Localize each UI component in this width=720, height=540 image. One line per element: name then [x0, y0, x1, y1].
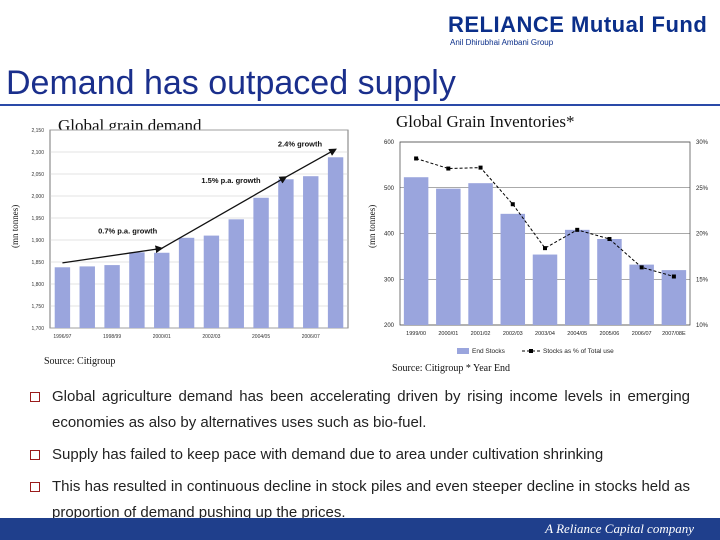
reliance-logo: RELIANCE Mutual Fund Anil Dhirubhai Amba…	[448, 12, 713, 52]
stock-percent-point	[478, 165, 483, 170]
stock-percent-point	[510, 202, 515, 207]
demand-y-tick-label: 1,950	[31, 216, 44, 222]
bullet-item: This has resulted in continuous decline …	[30, 474, 690, 526]
bullet-text: Supply has failed to keep pace with dema…	[52, 446, 604, 463]
stock-percent-point	[639, 265, 644, 270]
inventory-x-tick-label: 2007/08E	[662, 331, 686, 337]
demand-y-tick-label: 1,750	[31, 304, 44, 310]
demand-annotation-3: 2.4% growth	[278, 140, 323, 149]
bullet-marker	[30, 450, 40, 460]
inventory-y2-tick-label: 30%	[696, 140, 709, 146]
demand-x-tick-label: 2002/03	[202, 334, 220, 340]
inventory-bar	[436, 188, 461, 325]
legend-marker-stock-percent	[529, 349, 533, 353]
demand-bar	[253, 197, 269, 328]
stock-percent-point	[575, 227, 580, 232]
bullet-text: Global agriculture demand has been accel…	[52, 388, 690, 431]
demand-y-tick-label: 1,800	[31, 282, 44, 288]
bullet-marker	[30, 482, 40, 492]
inventory-y-tick-label: 400	[384, 232, 395, 238]
legend-swatch-end-stocks	[457, 348, 469, 354]
logo-subtext: Anil Dhirubhai Ambani Group	[450, 38, 554, 47]
inventory-x-tick-label: 2005/06	[599, 331, 619, 337]
bullet-list: Global agriculture demand has been accel…	[30, 384, 690, 532]
stock-percent-point	[607, 236, 612, 241]
inventory-source: Source: Citigroup * Year End	[392, 363, 511, 374]
legend-label-stock-percent: Stocks as % of Total use	[543, 348, 614, 355]
demand-annotation-2: 1.5% p.a. growth	[201, 176, 261, 185]
demand-annotation-1: 0.7% p.a. growth	[98, 226, 158, 235]
inventory-chart-title: Global Grain Inventories*	[396, 112, 575, 131]
inventory-x-tick-label: 2006/07	[632, 331, 652, 337]
demand-y-tick-label: 2,150	[31, 128, 44, 134]
demand-bar	[104, 265, 120, 328]
demand-x-tick-label: 2000/01	[153, 334, 171, 340]
slide-title: Demand has outpaced supply	[6, 64, 456, 102]
inventory-y2-tick-label: 25%	[696, 186, 709, 192]
demand-bar	[203, 235, 220, 328]
demand-bar	[129, 252, 145, 328]
inventory-bar	[629, 264, 654, 325]
demand-growth-arrow-3	[285, 148, 337, 178]
stock-percent-point	[446, 166, 451, 171]
inventory-x-tick-label: 2004/05	[567, 331, 587, 337]
demand-growth-arrow-1	[62, 245, 164, 264]
inventory-y-tick-label: 600	[384, 140, 395, 146]
inventory-y2-tick-label: 15%	[696, 277, 709, 283]
legend-label-end-stocks: End Stocks	[472, 348, 506, 355]
demand-y-tick-label: 2,100	[31, 150, 44, 156]
inventory-bar	[403, 177, 429, 325]
demand-y-tick-label: 2,000	[31, 194, 44, 200]
inventory-x-tick-label: 1999/00	[406, 331, 426, 337]
demand-bar	[327, 157, 344, 328]
inventory-bar	[661, 270, 687, 325]
inventory-x-tick-label: 2003/04	[535, 331, 555, 337]
inventory-y-tick-label: 300	[384, 277, 395, 283]
inventory-bar	[532, 254, 558, 325]
stock-percent-point	[671, 274, 676, 279]
inventory-x-tick-label: 2001/02	[471, 331, 491, 337]
bullet-item: Global agriculture demand has been accel…	[30, 384, 690, 436]
stock-percent-point	[414, 156, 419, 161]
inventory-bar	[597, 238, 622, 325]
demand-x-tick-label: 2004/05	[252, 334, 270, 340]
inventory-bar	[468, 183, 493, 325]
demand-x-tick-label: 1998/99	[103, 334, 121, 340]
demand-source: Source: Citigroup	[44, 356, 116, 367]
inventory-bar	[564, 229, 590, 325]
demand-bar	[278, 179, 294, 328]
footer-text: A Reliance Capital company	[545, 521, 694, 536]
demand-bar	[228, 219, 244, 328]
bullet-item: Supply has failed to keep pace with dema…	[30, 442, 690, 468]
bullet-text: This has resulted in continuous decline …	[52, 478, 690, 521]
inventory-y2-tick-label: 10%	[696, 323, 709, 329]
logo-text: RELIANCE Mutual Fund	[448, 12, 708, 37]
demand-bar	[154, 252, 170, 328]
demand-bar	[303, 176, 319, 328]
bullet-marker	[30, 392, 40, 402]
demand-growth-arrow-2	[161, 176, 288, 249]
demand-bar	[79, 266, 95, 328]
demand-x-tick-label: 2006/07	[302, 334, 320, 340]
inventory-y2-tick-label: 20%	[696, 232, 709, 238]
inventory-bar	[500, 213, 526, 325]
inventory-y-tick-label: 200	[384, 323, 395, 329]
demand-y-tick-label: 2,050	[31, 172, 44, 178]
inventory-x-tick-label: 2002/03	[503, 331, 523, 337]
inventory-x-tick-label: 2000/01	[438, 331, 458, 337]
title-divider	[0, 104, 720, 106]
demand-y-tick-label: 1,900	[31, 238, 44, 244]
demand-y-tick-label: 1,700	[31, 326, 44, 332]
footer-bar: A Reliance Capital company	[0, 518, 720, 540]
inventory-y-tick-label: 500	[384, 186, 395, 192]
demand-x-tick-label: 1996/97	[53, 334, 71, 340]
demand-y-tick-label: 1,850	[31, 260, 44, 266]
stock-percent-point	[543, 246, 547, 251]
demand-bar	[178, 237, 195, 328]
demand-bar	[54, 267, 71, 328]
